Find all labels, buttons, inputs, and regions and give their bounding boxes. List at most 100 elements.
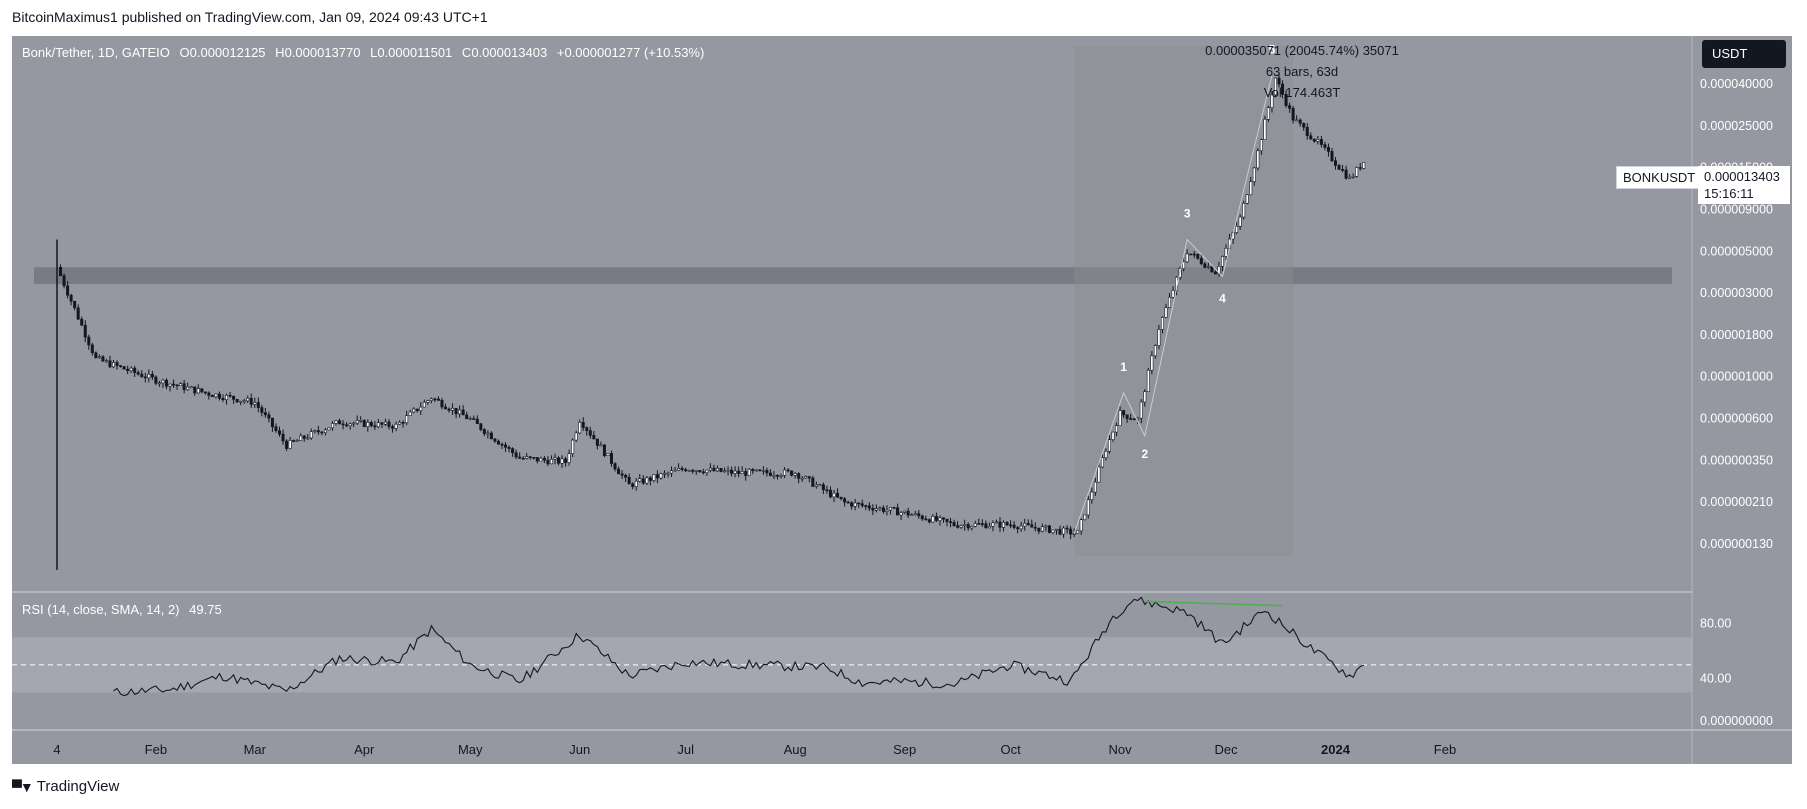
candle-body <box>1033 526 1037 529</box>
candle-body <box>475 418 479 424</box>
candle-body <box>821 484 825 491</box>
candle-body <box>366 422 370 427</box>
candle-body <box>959 525 963 528</box>
candle-body <box>1355 167 1359 177</box>
candle-body <box>1263 119 1267 140</box>
candle-body <box>1079 519 1083 532</box>
last-price: 0.000013403 <box>1704 169 1780 184</box>
candle-body <box>1090 491 1094 501</box>
candle-body <box>479 423 483 430</box>
candle-body <box>398 422 402 425</box>
candle-body <box>207 392 211 396</box>
currency-button[interactable]: USDT <box>1702 40 1786 68</box>
candle-body <box>525 456 529 459</box>
chart-frame[interactable]: 123450.0000400000.0000250000.0000150000.… <box>12 36 1792 764</box>
candle-body <box>380 422 384 425</box>
rsi-value: 49.75 <box>189 602 222 617</box>
candle-body <box>295 440 299 442</box>
candle-body <box>906 510 910 516</box>
candle-body <box>1185 253 1189 263</box>
candle-body <box>843 498 847 503</box>
candle-body <box>175 384 179 387</box>
candle-body <box>1337 165 1341 170</box>
candle-body <box>306 437 310 440</box>
symbol-legend: Bonk/Tether, 1D, GATEIO O0.000012125 H0.… <box>22 45 704 60</box>
candle-body <box>927 519 931 523</box>
candle-body <box>186 386 190 391</box>
candle-body <box>631 483 635 487</box>
candle-body <box>648 477 652 481</box>
candle-body <box>528 456 532 458</box>
price-axis-label: 0.000003000 <box>1700 286 1773 300</box>
candle-body <box>557 457 561 464</box>
candle-body <box>436 398 440 401</box>
candle-body <box>1189 253 1193 256</box>
candle-body <box>1040 526 1044 532</box>
candle-body <box>313 430 317 432</box>
candle-body <box>221 397 225 400</box>
candle-body <box>189 386 193 389</box>
candle-body <box>1044 525 1048 528</box>
candle-body <box>285 440 289 449</box>
candle-body <box>966 524 970 529</box>
candle-body <box>1160 317 1164 330</box>
candle-body <box>504 444 508 448</box>
time-axis-label: Aug <box>784 742 807 757</box>
candle-body <box>1065 527 1069 530</box>
candle-body <box>352 422 356 425</box>
tradingview-logo[interactable]: ▀▼ TradingView <box>12 778 119 795</box>
candle-body <box>839 496 843 500</box>
candle-body <box>1047 525 1051 533</box>
candle-body <box>1217 266 1221 275</box>
time-axis-label: Jun <box>569 742 590 757</box>
candle-body <box>472 418 476 420</box>
candle-body <box>1238 216 1242 227</box>
candle-body <box>655 474 659 479</box>
candle-body <box>1002 521 1006 528</box>
candle-body <box>1270 94 1274 108</box>
time-axis-label: May <box>458 742 483 757</box>
candle-body <box>1316 139 1320 142</box>
candle-body <box>546 459 550 465</box>
wave-label-4: 4 <box>1219 291 1226 305</box>
candle-body <box>768 472 772 476</box>
candle-body <box>443 406 447 410</box>
candle-body <box>1146 369 1150 392</box>
candle-body <box>369 422 373 427</box>
candle-body <box>270 417 274 428</box>
time-axis-label: Nov <box>1109 742 1133 757</box>
candle-body <box>896 507 900 516</box>
candle-body <box>564 458 568 463</box>
candle-body <box>924 518 928 521</box>
candle-body <box>1344 169 1348 179</box>
candle-body <box>1086 499 1090 516</box>
candle-body <box>585 427 589 431</box>
candle-body <box>1100 457 1104 468</box>
chart-canvas[interactable]: 123450.0000400000.0000250000.0000150000.… <box>12 36 1792 764</box>
candle-body <box>560 458 564 464</box>
candle-body <box>1312 138 1316 142</box>
price-axis-label: 0.000001000 <box>1700 370 1773 384</box>
candle-body <box>673 469 677 472</box>
candle-body <box>723 470 727 473</box>
candle-body <box>1164 307 1168 318</box>
candle-body <box>1266 107 1270 120</box>
measure-range: 0.000035071 (20045.74%) 35071 <box>1205 43 1399 58</box>
candle-body <box>500 443 504 446</box>
candle-body <box>302 435 306 439</box>
time-axis-label: Oct <box>1000 742 1021 757</box>
candle-body <box>1005 521 1009 526</box>
candle-body <box>196 388 200 394</box>
candle-body <box>281 433 285 442</box>
candle-body <box>779 475 783 477</box>
price-axis-label: 0.000000130 <box>1700 537 1773 551</box>
measure-volume: Vol 174.463T <box>1263 85 1341 100</box>
candle-body <box>747 469 751 476</box>
candle-body <box>1192 253 1196 256</box>
wave-label-5: 5 <box>1269 42 1276 56</box>
candle-body <box>482 429 486 434</box>
candle-body <box>440 400 444 408</box>
candle-body <box>850 502 854 507</box>
candle-body <box>832 492 836 498</box>
candle-body <box>376 422 380 428</box>
